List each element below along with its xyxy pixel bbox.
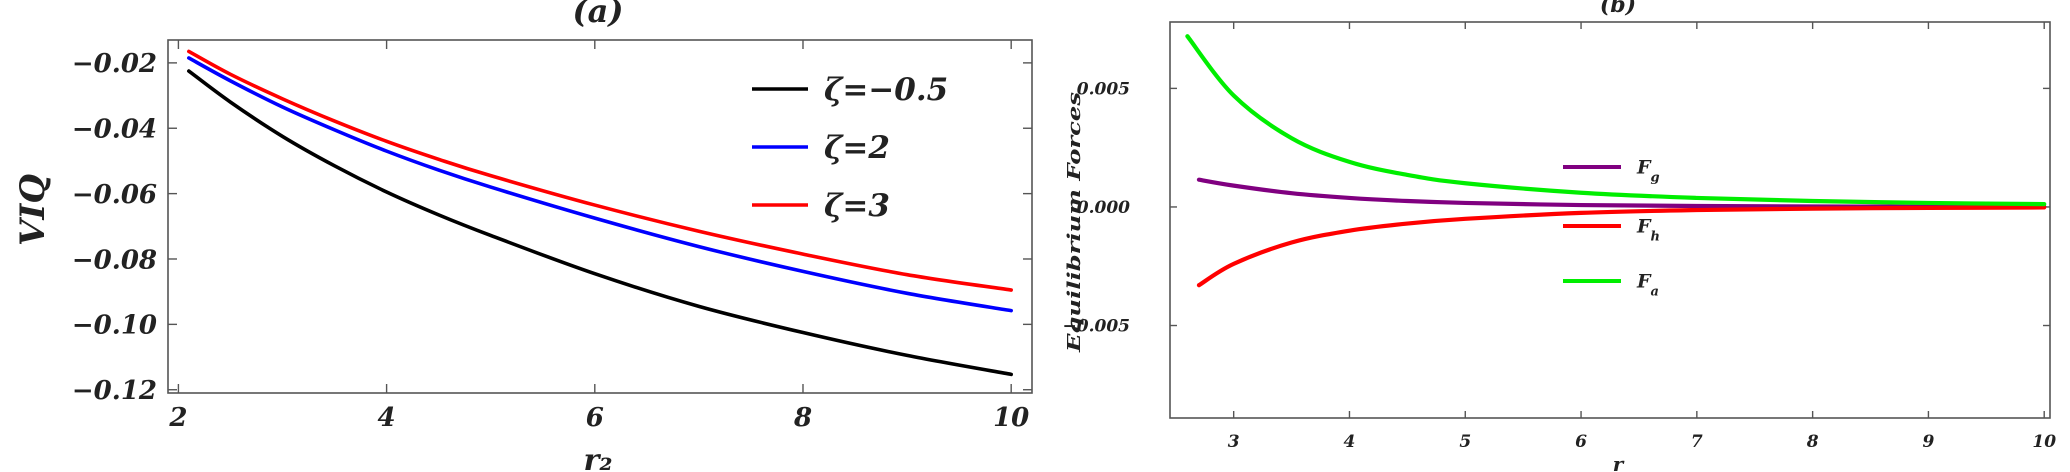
series-line-3 xyxy=(187,49,1013,292)
x-tick-label: 4 xyxy=(378,403,396,433)
legend-label-2: Fh xyxy=(1636,216,1660,245)
series-line-2 xyxy=(187,56,1013,313)
y-tick-label: −0.10 xyxy=(72,311,157,341)
y-tick-label: −0.02 xyxy=(72,49,157,79)
plot-frame xyxy=(1169,21,2051,419)
y-tick-label: −0.12 xyxy=(72,376,157,406)
y-tick-label: −0.08 xyxy=(72,245,157,275)
legend: ζ=−0.5 ζ=2 ζ=3 xyxy=(752,72,948,224)
x-axis-label: r₂ xyxy=(584,443,613,472)
series-line-2 xyxy=(1196,205,2047,288)
x-tick-label: 7 xyxy=(1691,432,1703,452)
y-tick-label: 0.000 xyxy=(1077,198,1130,218)
chart-b: 3 4 5 6 7 8 9 10 0.005 0.000 −0.005 (b) r Equilibrium… xyxy=(1063,0,2057,472)
x-tick-label: 6 xyxy=(1575,432,1587,452)
legend-label-2: ζ=2 xyxy=(824,130,890,166)
x-tick-label: 5 xyxy=(1459,432,1471,452)
legend-label-3: ζ=3 xyxy=(824,188,890,224)
chart-a: 2 4 6 8 10 −0.02 −0.04 −0.06 −0.08 −0.10 −0.12 (a) r… xyxy=(13,0,1033,472)
x-tick-label: 10 xyxy=(993,403,1029,433)
x-tick-label: 8 xyxy=(1806,432,1819,452)
x-tick-label: 4 xyxy=(1344,432,1356,452)
x-tick-label: 2 xyxy=(168,403,187,433)
series-line-1 xyxy=(187,69,1013,377)
y-tick-label: −0.005 xyxy=(1063,317,1130,337)
x-tick-label: 6 xyxy=(586,403,604,433)
series-line-3 xyxy=(1185,34,2047,207)
y-tick-label: −0.04 xyxy=(72,115,157,145)
y-axis-label: VIQ xyxy=(13,174,53,246)
legend-label-1: ζ=−0.5 xyxy=(824,72,948,108)
plot-frame xyxy=(167,39,1033,394)
legend-label-3: Fa xyxy=(1636,271,1659,300)
legend-label-1: Fg xyxy=(1636,157,1660,186)
x-tick-label: 10 xyxy=(2032,432,2056,452)
y-tick-label: 0.005 xyxy=(1077,80,1130,100)
y-tick-label: −0.06 xyxy=(72,180,157,210)
chart-title: (a) xyxy=(572,0,623,30)
x-axis-label: r xyxy=(1613,452,1625,472)
legend: Fg Fh Fa xyxy=(1563,157,1660,300)
chart-title: (b) xyxy=(1600,0,1636,18)
x-tick-label: 8 xyxy=(793,403,812,433)
y-axis-label: Equilibrium Forces xyxy=(1064,92,1085,353)
x-tick-label: 9 xyxy=(1922,432,1934,452)
x-tick-label: 3 xyxy=(1228,432,1240,452)
